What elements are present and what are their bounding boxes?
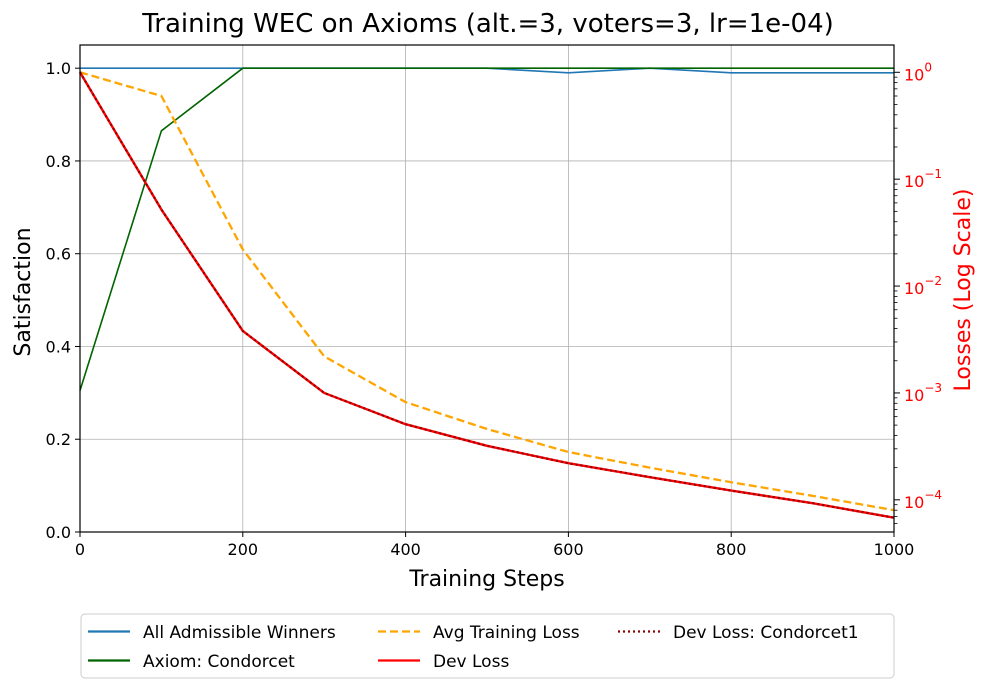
y-tick-label: 0.2 <box>46 430 71 449</box>
y-tick-label: 0.8 <box>46 152 71 171</box>
x-axis: 0 200 400 600 800 1000 <box>75 532 914 559</box>
y2-tick-base: 10 <box>904 172 924 191</box>
x-tick-label: 800 <box>716 540 747 559</box>
y2-tick-label: 100 <box>904 60 932 84</box>
chart-title: Training WEC on Axioms (alt.=3, voters=3… <box>141 9 834 39</box>
y2-tick-exponent: −1 <box>924 167 942 181</box>
series-line-2 <box>79 71 895 512</box>
x-axis-label: Training Steps <box>408 567 564 592</box>
series-layer <box>78 67 895 519</box>
x-tick-label: 400 <box>390 540 421 559</box>
grid <box>79 45 895 533</box>
x-tick-label: 1000 <box>874 540 915 559</box>
x-tick-label: 200 <box>228 540 259 559</box>
y2-tick-base: 10 <box>904 386 924 405</box>
series-line-3 <box>78 71 895 519</box>
y-axis-left: 0.0 0.2 0.4 0.6 0.8 1.0 <box>46 59 80 542</box>
y-tick-label: 0.6 <box>46 245 71 264</box>
legend-label: Dev Loss: Condorcet1 <box>673 623 859 643</box>
y2-tick-label: 10−1 <box>904 167 942 191</box>
plot-frame <box>79 44 895 533</box>
y2-tick-exponent: −3 <box>924 381 942 395</box>
legend-label: All Admissible Winners <box>143 623 336 643</box>
y2-tick-label: 10−2 <box>904 274 942 298</box>
legend-label: Axiom: Condorcet <box>143 652 295 672</box>
series-line-1 <box>79 67 894 391</box>
y-tick-label: 0.4 <box>46 337 71 356</box>
y2-tick-base: 10 <box>904 493 924 512</box>
series-line-4 <box>79 71 895 519</box>
y2-tick-label: 10−4 <box>904 488 942 512</box>
x-tick-label: 0 <box>75 540 85 559</box>
legend-label: Dev Loss <box>433 652 509 672</box>
y2-tick-exponent: −4 <box>924 488 942 502</box>
y2-tick-base: 10 <box>904 65 924 84</box>
y2-tick-exponent: 0 <box>924 60 932 74</box>
y-tick-label: 1.0 <box>46 59 71 78</box>
legend: All Admissible Winners Axiom: Condorcet Av… <box>80 613 895 679</box>
legend-label: Avg Training Loss <box>433 623 580 643</box>
legend-frame <box>80 613 895 679</box>
y2-tick-base: 10 <box>904 279 924 298</box>
y-tick-label: 0.0 <box>46 523 71 542</box>
y-axis-label: Satisfaction <box>11 227 36 356</box>
x-tick-label: 600 <box>553 540 584 559</box>
y2-axis-label: Losses (Log Scale) <box>951 189 976 392</box>
y2-tick-label: 10−3 <box>904 381 942 405</box>
y2-tick-exponent: −2 <box>924 274 942 288</box>
